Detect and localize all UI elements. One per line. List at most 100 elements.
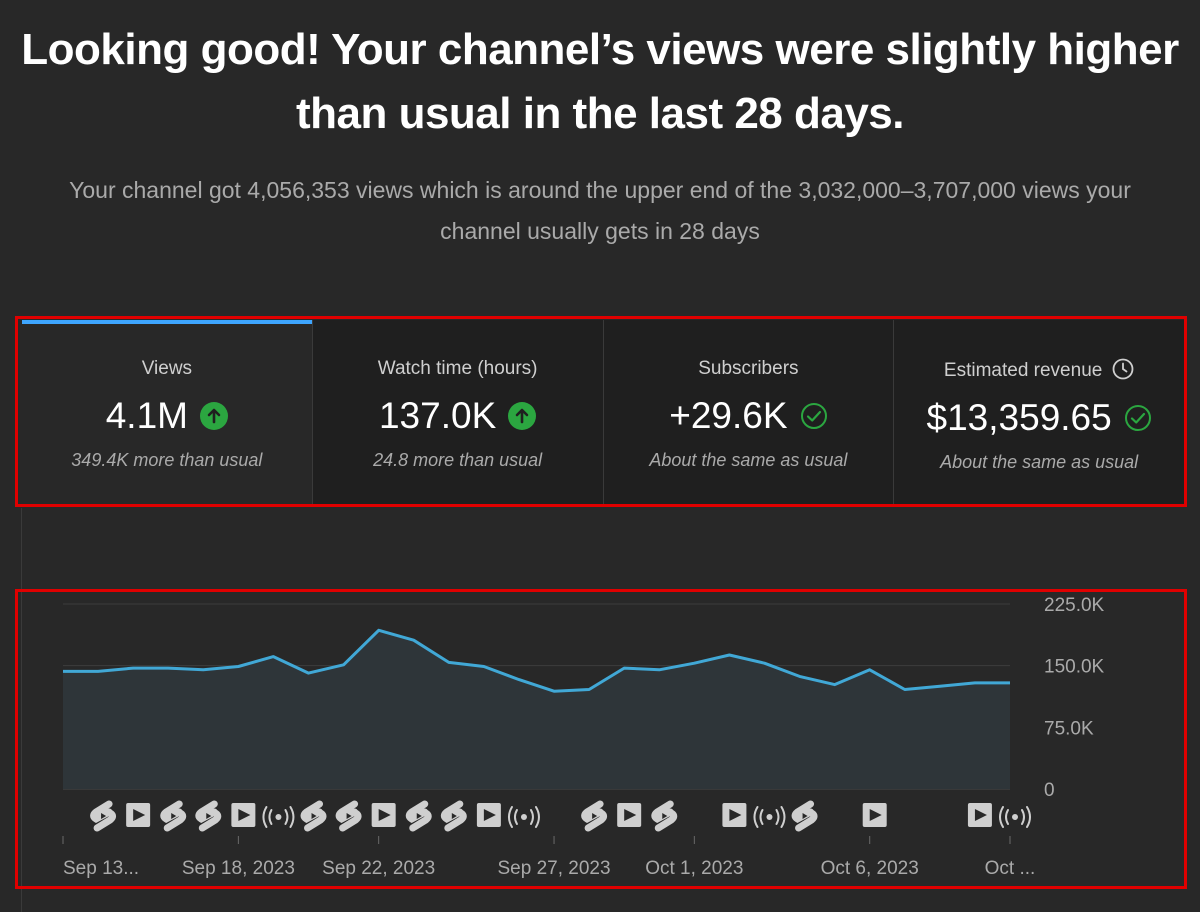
x-tick-label: Sep 22, 2023 [322, 858, 435, 879]
live-marker-icon [753, 806, 786, 828]
shorts-play [101, 813, 107, 819]
shorts-play [206, 813, 212, 819]
live-waves-outer [262, 806, 295, 828]
shorts-shape [300, 800, 327, 832]
chart-line [63, 628, 1010, 693]
x-tick-label: Oct 6, 2023 [821, 858, 919, 879]
chart-y-axis: 225.0K 150.0K 75.0K 0 [1044, 595, 1105, 801]
summary-line-2: channel usually gets in 28 days [440, 218, 760, 244]
play-glyph [869, 809, 882, 821]
live-dot [520, 814, 527, 820]
metric-title: Watch time (hours) [377, 358, 538, 379]
content-markers [90, 800, 1031, 832]
x-tick-label: Sep 27, 2023 [498, 858, 611, 879]
check-circle-icon [800, 402, 828, 430]
live-dot [275, 814, 282, 820]
live-waves-outer [999, 806, 1031, 828]
metric-note: 24.8 more than usual [373, 450, 543, 470]
play-glyph [483, 809, 496, 821]
metric-value: +29.6K [669, 395, 788, 436]
play-glyph [729, 809, 742, 821]
shorts-shape [405, 800, 432, 832]
metric-title: Subscribers [698, 358, 799, 379]
shorts-marker-icon [581, 800, 608, 832]
metric-card-subscribers[interactable]: Subscribers +29.6K About the same as usu… [603, 320, 895, 504]
x-tick-label: Oct ... [985, 858, 1036, 879]
clock-icon [1112, 358, 1134, 380]
metric-card-revenue[interactable]: Estimated revenue $13,359.65 About the s… [894, 320, 1184, 504]
metric-value: 137.0K [378, 395, 497, 436]
metric-card-views[interactable]: Views 4.1M 349.4K more than usual [22, 320, 313, 504]
shorts-play [662, 813, 668, 819]
shorts-play [346, 813, 352, 819]
y-tick-label: 0 [1044, 780, 1055, 801]
shorts-marker-icon [791, 800, 818, 832]
live-waves-inner [759, 809, 780, 825]
metric-card-watch-time[interactable]: Watch time (hours) 137.0K 24.8 more than… [312, 320, 604, 504]
video-marker-icon [231, 803, 256, 827]
shorts-marker-icon [405, 800, 432, 832]
live-waves-inner [513, 809, 534, 825]
metric-note: About the same as usual [649, 450, 848, 470]
views-chart: 225.0K 150.0K 75.0K 0 Sep 13... Sep 18, 2023… [62, 595, 1105, 879]
shorts-shape [791, 800, 818, 832]
y-tick-label: 75.0K [1044, 718, 1094, 739]
shorts-play [802, 813, 808, 819]
summary-text: Your channel got 4,056,353 views which i… [10, 170, 1190, 252]
play-glyph [238, 809, 251, 821]
metric-note: About the same as usual [940, 452, 1139, 472]
shorts-marker-icon [335, 800, 362, 832]
metric-value: 4.1M [105, 395, 188, 436]
shorts-play [311, 813, 317, 819]
video-marker-icon [371, 803, 396, 827]
shorts-play [416, 813, 422, 819]
headline: Looking good! Your channel’s views were … [0, 18, 1200, 146]
video-marker-icon [967, 803, 992, 827]
arrow-up-icon [200, 402, 228, 430]
shorts-shape [581, 800, 608, 832]
shorts-marker-icon [651, 800, 678, 832]
video-marker-icon [722, 803, 747, 827]
shorts-shape [195, 800, 222, 832]
shorts-shape [335, 800, 362, 832]
panel-divider [21, 508, 22, 912]
y-tick-label: 225.0K [1044, 595, 1105, 616]
live-waves-inner [268, 809, 289, 825]
video-marker-icon [126, 803, 151, 827]
headline-line-2: than usual in the last 28 days. [295, 89, 905, 138]
play-glyph [974, 809, 987, 821]
shorts-shape [160, 800, 187, 832]
metric-cards: Views 4.1M 349.4K more than usual Watch … [22, 320, 1184, 504]
play-glyph [378, 809, 391, 821]
shorts-play [451, 813, 457, 819]
live-waves-outer [507, 806, 540, 828]
video-marker-icon [476, 803, 501, 827]
video-marker-icon [862, 803, 887, 827]
metric-value: $13,359.65 [926, 397, 1112, 438]
live-marker-icon [262, 806, 295, 828]
live-marker-icon [507, 806, 540, 828]
metric-title-row: Estimated revenue [894, 358, 1184, 382]
x-tick-label: Sep 13... [63, 858, 139, 879]
metric-title: Views [141, 358, 193, 379]
play-glyph [133, 809, 146, 821]
live-dot [1012, 814, 1018, 820]
metric-title: Estimated revenue [943, 360, 1103, 381]
shorts-shape [90, 800, 117, 832]
shorts-play [592, 813, 598, 819]
check-circle-icon [1124, 404, 1152, 432]
live-waves-inner [1005, 809, 1025, 825]
selected-tab-indicator [22, 320, 312, 324]
metric-note: 349.4K more than usual [71, 450, 263, 470]
headline-line-1: Looking good! Your channel’s views were … [21, 25, 1179, 74]
shorts-marker-icon [440, 800, 467, 832]
shorts-marker-icon [195, 800, 222, 832]
video-marker-icon [617, 803, 642, 827]
shorts-marker-icon [90, 800, 117, 832]
shorts-shape [651, 800, 678, 832]
live-waves-outer [753, 806, 786, 828]
shorts-marker-icon [160, 800, 187, 832]
shorts-marker-icon [300, 800, 327, 832]
summary-line-1: Your channel got 4,056,353 views which i… [69, 177, 1131, 203]
x-tick-label: Oct 1, 2023 [645, 858, 743, 879]
